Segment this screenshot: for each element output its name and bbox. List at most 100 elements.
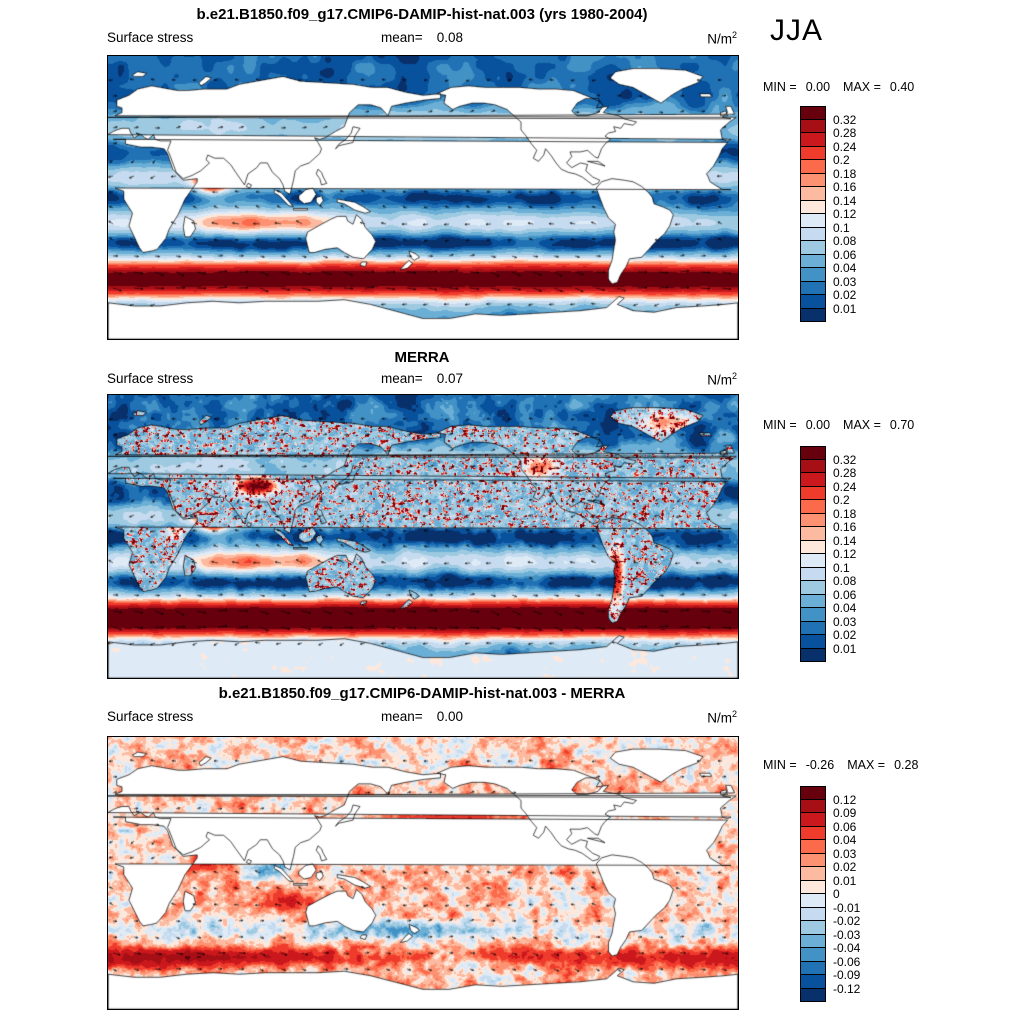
colorbar-tick-label: -0.01 bbox=[833, 900, 861, 915]
max-value: 0.40 bbox=[889, 80, 915, 94]
colorbar-box bbox=[800, 921, 826, 935]
colorbar-tick-label: 0.08 bbox=[833, 234, 857, 248]
mean-readout: mean= 0.00 bbox=[381, 709, 463, 724]
mean-label: mean= bbox=[381, 30, 423, 45]
colorbar-tick-label: 0.04 bbox=[833, 261, 857, 275]
colorbar-box bbox=[800, 581, 826, 595]
colorbar-box bbox=[800, 948, 826, 962]
colorbar-box bbox=[800, 281, 826, 295]
colorbar-tick-label: -0.12 bbox=[833, 981, 861, 996]
colorbar-model: 0.32 0.28 0.24 0.2 0.18 0.16 0.14 0.12 0.1 0.08 0.… bbox=[800, 106, 856, 322]
colorbar-box bbox=[800, 500, 826, 514]
colorbar-tick-label: 0.12 bbox=[833, 792, 857, 807]
colorbar-tick-label: 0.18 bbox=[833, 166, 857, 181]
panel-title-merra: MERRA bbox=[394, 349, 450, 366]
colorbar-box bbox=[800, 119, 826, 133]
colorbar-box bbox=[800, 227, 826, 241]
colorbar-tick-label: 0.24 bbox=[833, 139, 857, 154]
colorbar-tick-label: -0.03 bbox=[833, 927, 861, 942]
colorbar-box bbox=[800, 786, 826, 800]
colorbar-tick-label: 0.03 bbox=[833, 846, 857, 861]
field-label: Surface stress bbox=[107, 371, 194, 386]
colorbar-tick-label: 0.09 bbox=[833, 806, 857, 820]
colorbar-box bbox=[800, 907, 826, 921]
colorbar-tick-label: 0.1 bbox=[833, 560, 850, 575]
colorbar-box bbox=[800, 173, 826, 187]
colorbar-box bbox=[800, 106, 826, 120]
colorbar-tick-label: 0.02 bbox=[833, 860, 857, 874]
min-label: MIN = bbox=[763, 418, 797, 432]
units-exponent: 2 bbox=[731, 30, 737, 40]
max-label: MAX = bbox=[843, 80, 881, 94]
mean-readout: mean= 0.07 bbox=[381, 371, 463, 386]
colorbar-box bbox=[800, 268, 826, 282]
colorbar-box bbox=[800, 853, 826, 867]
colorbar-tick-label: 0.02 bbox=[833, 628, 857, 642]
colorbar-tick-label: 0.16 bbox=[833, 520, 857, 534]
colorbar-tick-label: 0.02 bbox=[833, 288, 857, 302]
colorbar-tick-label: -0.04 bbox=[833, 941, 861, 955]
min-label: MIN = bbox=[763, 758, 797, 772]
colorbar-box bbox=[800, 133, 826, 147]
colorbar-tick-label: 0 bbox=[833, 887, 840, 901]
colorbar-box bbox=[800, 799, 826, 813]
minmax-readout-difference: MIN = -0.26 MAX = 0.28 bbox=[763, 758, 918, 772]
colorbar-tick-label: 0.14 bbox=[833, 533, 857, 548]
colorbar-tick-label: 0.04 bbox=[833, 833, 857, 847]
field-label: Surface stress bbox=[107, 709, 194, 724]
map-canvas-merra bbox=[107, 394, 739, 679]
map-canvas-model bbox=[107, 55, 739, 340]
units-exponent: 2 bbox=[731, 709, 737, 719]
colorbar-box bbox=[800, 254, 826, 268]
colorbar-tick-label: 0.01 bbox=[833, 301, 857, 316]
panel-subheader-model: Surface stress mean= 0.08 N/m2 bbox=[107, 30, 737, 47]
colorbar-box bbox=[800, 214, 826, 228]
colorbar-tick-label: -0.09 bbox=[833, 968, 861, 982]
units-base: N/m bbox=[707, 710, 732, 726]
min-label: MIN = bbox=[763, 80, 797, 94]
colorbar-tick-label: 0.24 bbox=[833, 479, 857, 494]
colorbar-tick-label: 0.12 bbox=[833, 207, 857, 221]
colorbar-tick-label: 0.06 bbox=[833, 587, 857, 602]
colorbar-tick-label: -0.06 bbox=[833, 954, 861, 969]
colorbar-box bbox=[800, 880, 826, 894]
mean-value: 0.07 bbox=[436, 371, 463, 386]
colorbar-tick-label: 0.28 bbox=[833, 466, 857, 480]
colorbar-tick-label: 0.32 bbox=[833, 452, 857, 467]
units-label: N/m2 bbox=[707, 371, 737, 388]
panel-title-model: b.e21.B1850.f09_g17.CMIP6-DAMIP-hist-nat… bbox=[196, 6, 648, 23]
colorbar-box bbox=[800, 200, 826, 214]
colorbar-tick-label: 0.03 bbox=[833, 274, 857, 289]
colorbar-tick-label: 0.16 bbox=[833, 180, 857, 194]
colorbar-tick-label: 0.2 bbox=[833, 153, 850, 167]
colorbar-box bbox=[800, 594, 826, 608]
mean-value: 0.00 bbox=[436, 709, 463, 724]
colorbar-box bbox=[800, 187, 826, 201]
colorbar-box bbox=[800, 567, 826, 581]
colorbar-box bbox=[800, 975, 826, 989]
max-value: 0.28 bbox=[894, 758, 919, 772]
units-label: N/m2 bbox=[707, 709, 737, 726]
colorbar-tick-label: 0.1 bbox=[833, 220, 850, 235]
colorbar-tick-label: 0.03 bbox=[833, 614, 857, 629]
colorbar-tick-label: 0.2 bbox=[833, 493, 850, 507]
colorbar-merra: 0.32 0.28 0.24 0.2 0.18 0.16 0.14 0.12 0.1 0.08 0.… bbox=[800, 446, 856, 662]
colorbar-tick-label: 0.18 bbox=[833, 506, 857, 521]
minmax-readout-merra: MIN = 0.00 MAX = 0.70 bbox=[763, 418, 914, 432]
colorbar-box bbox=[800, 894, 826, 908]
colorbar-box bbox=[800, 146, 826, 160]
map-canvas-difference bbox=[107, 736, 739, 1010]
colorbar-box bbox=[800, 160, 826, 174]
colorbar-box bbox=[800, 635, 826, 649]
colorbar-box bbox=[800, 826, 826, 840]
colorbar-tick-label: 0.08 bbox=[833, 574, 857, 588]
units-exponent: 2 bbox=[731, 371, 737, 381]
min-value: -0.26 bbox=[805, 758, 835, 772]
colorbar-tick-label: 0.06 bbox=[833, 819, 857, 834]
colorbar-tick-label: 0.04 bbox=[833, 601, 857, 615]
colorbar-tick-label: 0.01 bbox=[833, 873, 857, 888]
season-label: JJA bbox=[770, 14, 824, 47]
colorbar-tick-label: 0.06 bbox=[833, 247, 857, 262]
colorbar-box bbox=[800, 621, 826, 635]
